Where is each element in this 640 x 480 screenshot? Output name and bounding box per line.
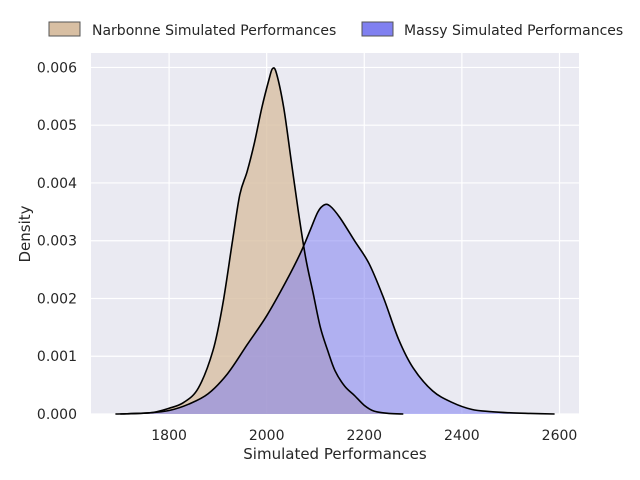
y-tick-label: 0.000 (37, 407, 77, 423)
y-tick-label: 0.006 (37, 60, 77, 76)
density-fill-1 (120, 204, 555, 414)
x-tick-label: 2600 (542, 428, 578, 444)
density-line-0 (115, 67, 404, 415)
density-areas (115, 67, 555, 415)
legend-label-narbonne: Narbonne Simulated Performances (92, 23, 336, 39)
x-tick-label: 2400 (444, 428, 480, 444)
y-tick-label: 0.005 (37, 118, 77, 134)
x-tick-label: 1800 (151, 428, 187, 444)
x-tick-label: 2200 (346, 428, 382, 444)
legend-label-massy: Massy Simulated Performances (404, 23, 623, 39)
y-tick-label: 0.002 (37, 291, 77, 307)
y-axis-ticks: 0.000 0.001 0.002 0.003 0.004 0.005 0.006 (37, 60, 77, 423)
density-line-1 (120, 203, 555, 415)
x-tick-label: 2000 (249, 428, 285, 444)
legend: Narbonne Simulated Performances Massy Si… (48, 21, 623, 39)
legend-swatch-massy (361, 21, 394, 37)
x-axis-title: Simulated Performances (243, 445, 427, 463)
x-axis-ticks: 1800 2000 2200 2400 2600 (151, 428, 577, 444)
y-tick-label: 0.004 (37, 176, 77, 192)
y-tick-label: 0.003 (37, 234, 77, 250)
y-axis-title: Density (16, 205, 34, 262)
density-fill-0 (115, 67, 404, 414)
y-tick-label: 0.001 (37, 349, 77, 365)
legend-swatch-narbonne (48, 21, 81, 37)
